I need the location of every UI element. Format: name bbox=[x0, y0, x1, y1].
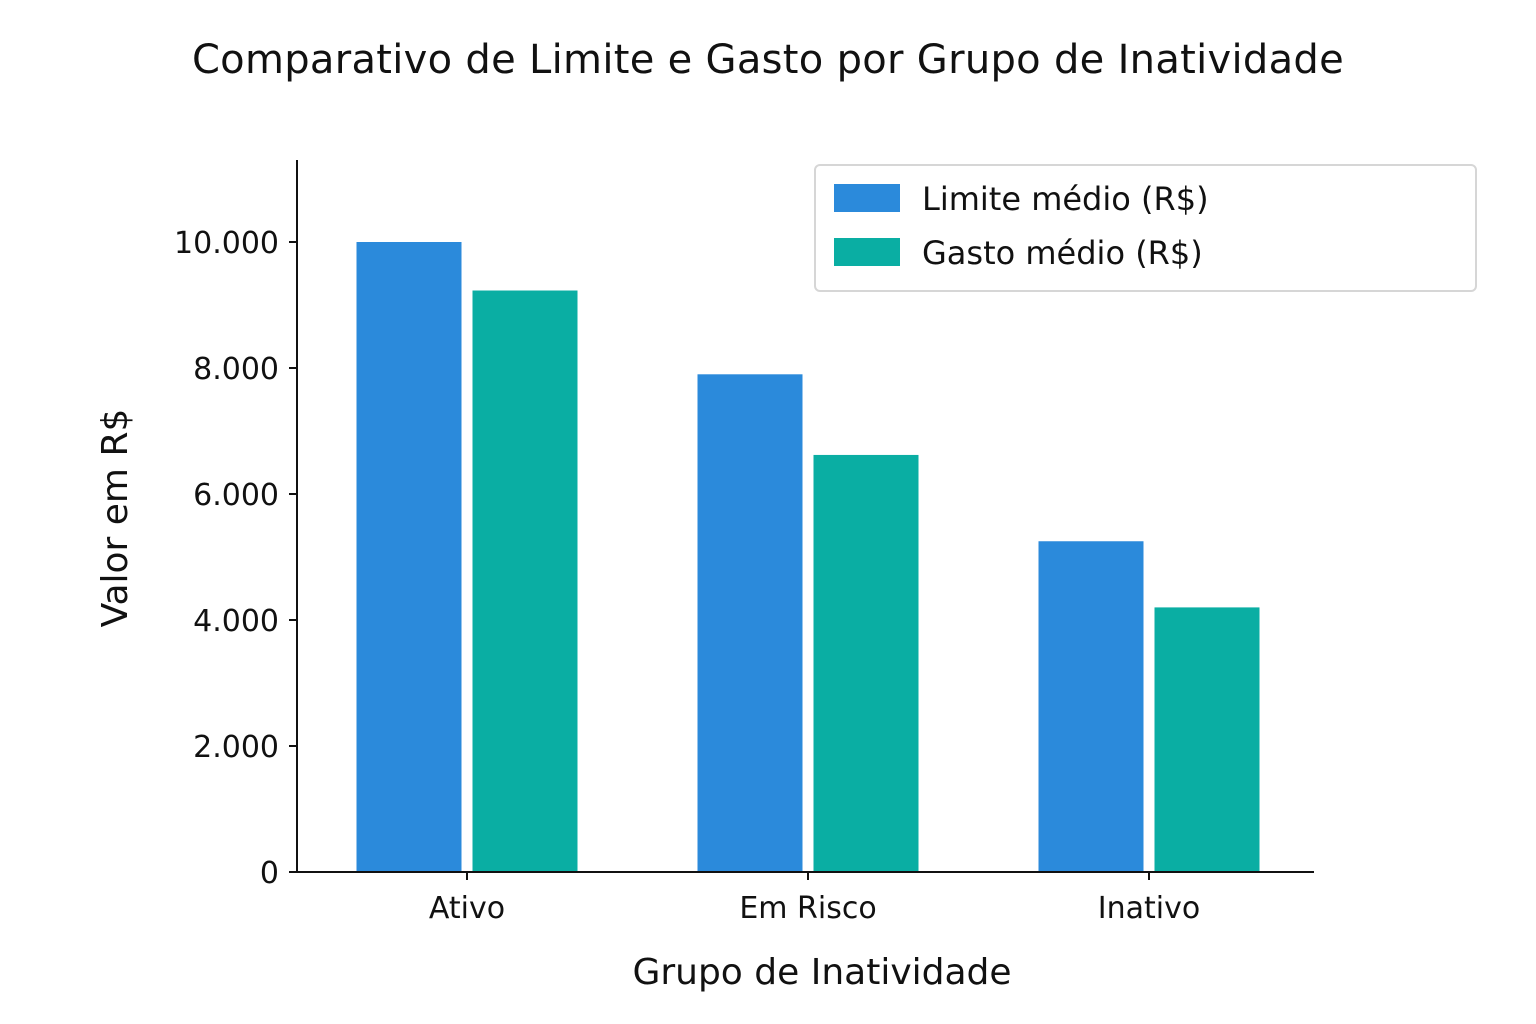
bar-limite-ativo bbox=[356, 242, 462, 872]
x-axis-title: Grupo de Inatividade bbox=[632, 952, 1011, 993]
y-tick-label: 2.000 bbox=[193, 730, 279, 765]
bar-limite-em-risco bbox=[697, 374, 803, 872]
legend-swatch-gasto bbox=[834, 238, 900, 266]
y-tick-label: 4.000 bbox=[193, 604, 279, 639]
legend-label-gasto: Gasto médio (R$) bbox=[922, 234, 1203, 272]
x-tick-label-inativo: Inativo bbox=[1098, 891, 1200, 926]
legend: Limite médio (R$) Gasto médio (R$) bbox=[814, 164, 1477, 292]
legend-swatch-limite bbox=[834, 184, 900, 212]
y-tick-label: 8.000 bbox=[193, 352, 279, 387]
bar-gasto-inativo bbox=[1154, 607, 1260, 872]
bar-gasto-ativo bbox=[472, 290, 578, 872]
y-tick-label: 6.000 bbox=[193, 478, 279, 513]
bar-gasto-em-risco bbox=[813, 454, 919, 872]
bars-group bbox=[356, 242, 1260, 872]
y-tick-label: 10.000 bbox=[174, 226, 279, 261]
x-tick-label-ativo: Ativo bbox=[429, 891, 505, 926]
bar-limite-inativo bbox=[1038, 541, 1144, 872]
y-ticks-group: 0 2.000 4.000 6.000 8.000 10.000 bbox=[174, 226, 297, 891]
y-tick-label: 0 bbox=[260, 856, 279, 891]
legend-box bbox=[814, 164, 1477, 292]
chart-title: Comparativo de Limite e Gasto por Grupo … bbox=[192, 37, 1344, 83]
legend-label-limite: Limite médio (R$) bbox=[922, 180, 1209, 218]
x-ticks-group: Ativo Em Risco Inativo bbox=[429, 872, 1200, 926]
y-axis-title: Valor em R$ bbox=[95, 409, 136, 628]
x-tick-label-em-risco: Em Risco bbox=[739, 891, 876, 926]
